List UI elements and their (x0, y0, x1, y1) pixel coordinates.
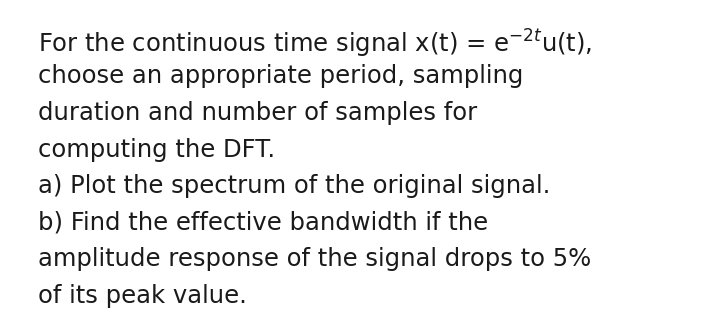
Text: amplitude response of the signal drops to 5%: amplitude response of the signal drops t… (38, 247, 591, 271)
Text: For the continuous time signal x(t) = e$^{-2t}$u(t),: For the continuous time signal x(t) = e$… (38, 28, 593, 60)
Text: choose an appropriate period, sampling: choose an appropriate period, sampling (38, 64, 523, 89)
Text: duration and number of samples for: duration and number of samples for (38, 101, 477, 125)
Text: a) Plot the spectrum of the original signal.: a) Plot the spectrum of the original sig… (38, 174, 550, 198)
Text: computing the DFT.: computing the DFT. (38, 137, 275, 162)
Text: b) Find the effective bandwidth if the: b) Find the effective bandwidth if the (38, 211, 488, 234)
Text: of its peak value.: of its peak value. (38, 284, 247, 307)
